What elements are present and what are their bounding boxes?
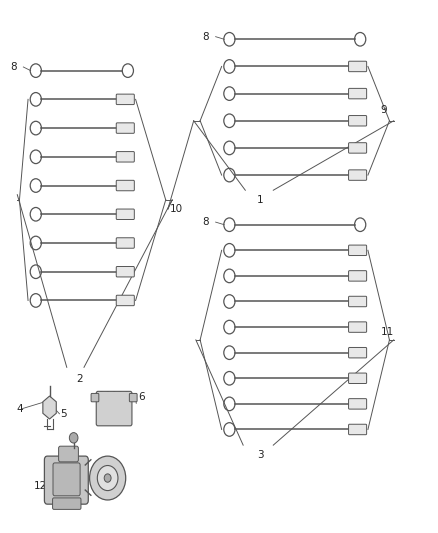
- FancyBboxPatch shape: [348, 348, 366, 358]
- FancyBboxPatch shape: [348, 296, 366, 306]
- Circle shape: [89, 456, 125, 500]
- FancyBboxPatch shape: [53, 463, 80, 496]
- Text: 6: 6: [138, 392, 144, 402]
- FancyBboxPatch shape: [116, 209, 134, 220]
- FancyBboxPatch shape: [348, 61, 366, 71]
- FancyBboxPatch shape: [96, 391, 132, 426]
- Text: 8: 8: [10, 62, 16, 72]
- Text: 4: 4: [16, 403, 23, 414]
- FancyBboxPatch shape: [129, 393, 137, 402]
- FancyBboxPatch shape: [348, 116, 366, 126]
- FancyBboxPatch shape: [116, 123, 134, 133]
- FancyBboxPatch shape: [116, 266, 134, 277]
- Text: 8: 8: [202, 31, 208, 42]
- FancyBboxPatch shape: [348, 373, 366, 384]
- FancyBboxPatch shape: [116, 238, 134, 248]
- FancyBboxPatch shape: [348, 170, 366, 180]
- FancyBboxPatch shape: [348, 424, 366, 435]
- FancyBboxPatch shape: [91, 393, 99, 402]
- FancyBboxPatch shape: [53, 498, 81, 510]
- Text: 10: 10: [170, 204, 183, 214]
- Text: 8: 8: [202, 217, 208, 227]
- FancyBboxPatch shape: [348, 399, 366, 409]
- Circle shape: [104, 474, 111, 482]
- FancyBboxPatch shape: [116, 180, 134, 191]
- Circle shape: [69, 433, 78, 443]
- FancyBboxPatch shape: [58, 446, 78, 462]
- FancyBboxPatch shape: [348, 245, 366, 255]
- FancyBboxPatch shape: [116, 94, 134, 104]
- Text: 3: 3: [257, 450, 263, 461]
- Circle shape: [97, 465, 118, 490]
- FancyBboxPatch shape: [348, 88, 366, 99]
- Text: 12: 12: [34, 481, 47, 491]
- FancyBboxPatch shape: [348, 271, 366, 281]
- FancyBboxPatch shape: [116, 151, 134, 162]
- FancyBboxPatch shape: [348, 322, 366, 332]
- Text: 2: 2: [76, 374, 83, 384]
- Text: 5: 5: [60, 409, 67, 419]
- FancyBboxPatch shape: [348, 143, 366, 153]
- Text: 9: 9: [380, 105, 387, 115]
- FancyBboxPatch shape: [116, 295, 134, 306]
- Text: 13: 13: [43, 461, 56, 471]
- Text: 11: 11: [380, 327, 393, 337]
- FancyBboxPatch shape: [44, 456, 88, 504]
- Polygon shape: [43, 396, 56, 419]
- Text: 1: 1: [257, 196, 263, 205]
